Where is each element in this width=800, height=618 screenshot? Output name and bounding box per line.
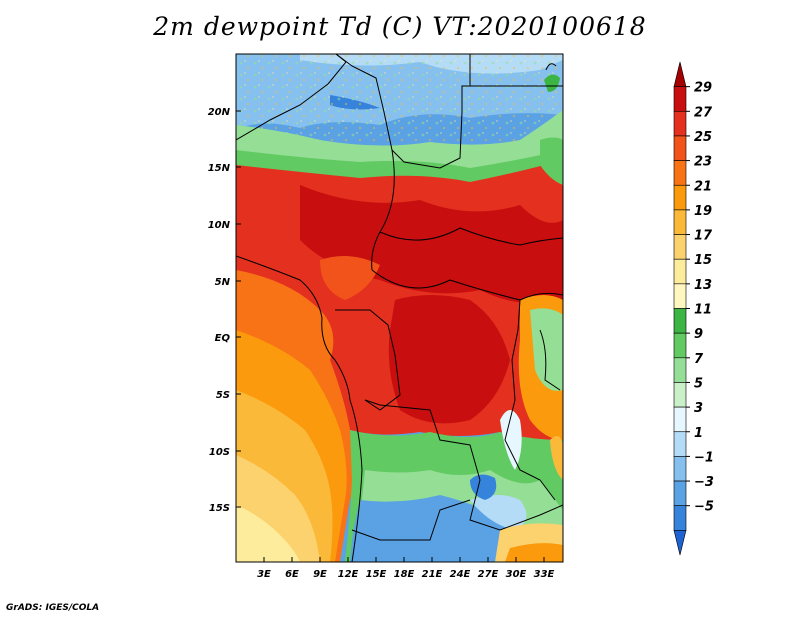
colorbar-swatch <box>673 505 687 531</box>
colorbar-swatch <box>673 258 687 285</box>
map-frame <box>235 53 564 563</box>
lon-label: 21E <box>422 569 443 580</box>
colorbar-label: 5 <box>694 376 703 391</box>
colorbar-label: 29 <box>694 81 712 96</box>
colorbar-swatch <box>673 431 687 457</box>
lat-label: EQ <box>215 333 231 344</box>
colorbar-swatch <box>673 86 687 112</box>
lat-label: 20N <box>208 107 231 118</box>
coastline <box>236 255 363 562</box>
colorbar-swatch <box>673 234 687 260</box>
lon-label: 9E <box>313 569 327 580</box>
colorbar-label: 27 <box>694 105 713 120</box>
field-cameroon-orange <box>320 256 380 300</box>
colorbar-swatch <box>673 456 687 482</box>
colorbar-swatch <box>673 332 687 359</box>
field-nile-green <box>544 74 560 92</box>
lat-label: 15S <box>209 503 230 514</box>
lat-label: 15N <box>208 163 231 174</box>
colorbar-swatch <box>673 406 687 433</box>
colorbar-label: −3 <box>694 475 714 490</box>
colorbar-swatch <box>673 480 687 506</box>
field-lake-pale <box>500 410 522 470</box>
field-sahara-specks <box>236 54 563 144</box>
lon-label: 24E <box>450 569 471 580</box>
colorbar-label: −1 <box>694 450 714 465</box>
border-nile-delta <box>545 63 557 71</box>
field-east-green <box>530 308 563 391</box>
lon-label: 30E <box>506 569 527 580</box>
field-east-coast-gold <box>550 436 563 480</box>
colorbar-swatch <box>673 111 687 137</box>
border-car-sudan <box>379 227 563 246</box>
colorbar-label: 1 <box>694 426 703 441</box>
lon-axis: 3E 6E 9E 12E 15E 18E 21E 24E 27E 30E 33E <box>257 557 555 580</box>
colorbar-label: 15 <box>694 253 712 268</box>
lat-label: 5S <box>216 390 230 401</box>
colorbar-label: 25 <box>694 130 712 145</box>
field-south-orange <box>505 543 563 562</box>
lon-label: 3E <box>257 569 271 580</box>
colorbar-label: 7 <box>694 352 704 367</box>
lon-label: 15E <box>366 569 387 580</box>
colorbar-label: 21 <box>694 179 712 194</box>
field-ethiopia-green <box>540 137 563 185</box>
field-congo-darkred <box>388 295 510 424</box>
colorbar-label: 17 <box>694 229 713 244</box>
colorbar: 29 27 25 23 21 19 17 15 13 11 9 7 5 3 1 −1 −3 −5 <box>673 61 714 556</box>
colorbar-swatch <box>673 160 687 186</box>
lon-label: 33E <box>534 569 555 580</box>
border-angola-namibia <box>351 499 471 541</box>
lat-axis: 20N 15N 10N 5N EQ 5S 10S 15S <box>208 107 241 514</box>
border-congo-gabon <box>335 309 401 411</box>
field-south-pale <box>470 495 527 530</box>
map-title: 2m dewpoint Td (C) VT:2020100618 <box>153 12 647 41</box>
border-north <box>335 54 563 169</box>
field-map <box>236 54 563 562</box>
colorbar-label: 23 <box>694 155 712 170</box>
colorbar-label: 9 <box>694 327 703 342</box>
colorbar-label: 3 <box>694 401 703 416</box>
colorbar-swatch <box>673 530 687 556</box>
lat-label: 10S <box>209 447 230 458</box>
colorbar-swatch <box>673 184 687 211</box>
lat-label: 5N <box>215 277 231 288</box>
colorbar-label: 11 <box>694 303 712 318</box>
border-zambia-zim <box>469 479 563 531</box>
border-kenya-uganda <box>539 329 561 391</box>
border-east-drc <box>504 299 556 501</box>
grads-credit: GrADS: IGES/COLA <box>6 603 100 613</box>
colorbar-swatch <box>673 135 687 161</box>
lon-label: 27E <box>478 569 499 580</box>
field-south-blue <box>350 495 540 562</box>
lon-label: 12E <box>338 569 359 580</box>
colorbar-swatch <box>673 61 687 87</box>
colorbar-swatch <box>673 382 687 408</box>
colorbar-label: −5 <box>694 500 714 515</box>
border-angola-drc <box>364 399 481 481</box>
border-algeria-mali <box>236 54 347 141</box>
colorbar-label: 13 <box>694 278 712 293</box>
lon-label: 6E <box>285 569 299 580</box>
colorbar-swatch <box>673 283 687 309</box>
border-car-drc <box>371 269 563 301</box>
borders <box>236 54 563 562</box>
colorbar-swatch <box>673 308 687 334</box>
field-ocean-pale <box>236 505 300 562</box>
lat-label: 10N <box>208 220 231 231</box>
colorbar-swatch <box>673 357 687 383</box>
colorbar-label: 19 <box>694 204 712 219</box>
field-sahel-green <box>236 110 563 170</box>
lon-label: 18E <box>394 569 415 580</box>
colorbar-swatch <box>673 209 687 235</box>
